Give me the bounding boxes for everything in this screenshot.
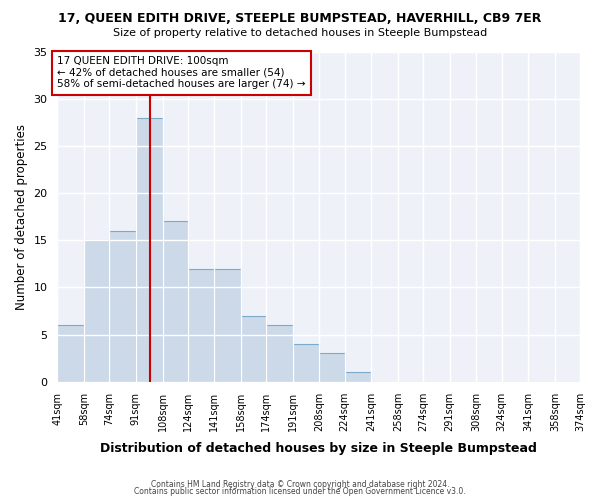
Bar [188,268,214,382]
Bar [319,354,344,382]
Text: Contains public sector information licensed under the Open Government Licence v3: Contains public sector information licen… [134,487,466,496]
Bar [163,222,188,382]
Text: 17, QUEEN EDITH DRIVE, STEEPLE BUMPSTEAD, HAVERHILL, CB9 7ER: 17, QUEEN EDITH DRIVE, STEEPLE BUMPSTEAD… [58,12,542,26]
Bar [266,325,293,382]
Bar [241,316,266,382]
Bar [109,231,136,382]
Bar [136,118,163,382]
Y-axis label: Number of detached properties: Number of detached properties [15,124,28,310]
Bar [344,372,371,382]
Bar [293,344,319,382]
X-axis label: Distribution of detached houses by size in Steeple Bumpstead: Distribution of detached houses by size … [100,442,537,455]
Text: 17 QUEEN EDITH DRIVE: 100sqm
← 42% of detached houses are smaller (54)
58% of se: 17 QUEEN EDITH DRIVE: 100sqm ← 42% of de… [58,56,306,90]
Text: Size of property relative to detached houses in Steeple Bumpstead: Size of property relative to detached ho… [113,28,487,38]
Bar [214,268,241,382]
Text: Contains HM Land Registry data © Crown copyright and database right 2024.: Contains HM Land Registry data © Crown c… [151,480,449,489]
Bar [84,240,109,382]
Bar [58,325,84,382]
